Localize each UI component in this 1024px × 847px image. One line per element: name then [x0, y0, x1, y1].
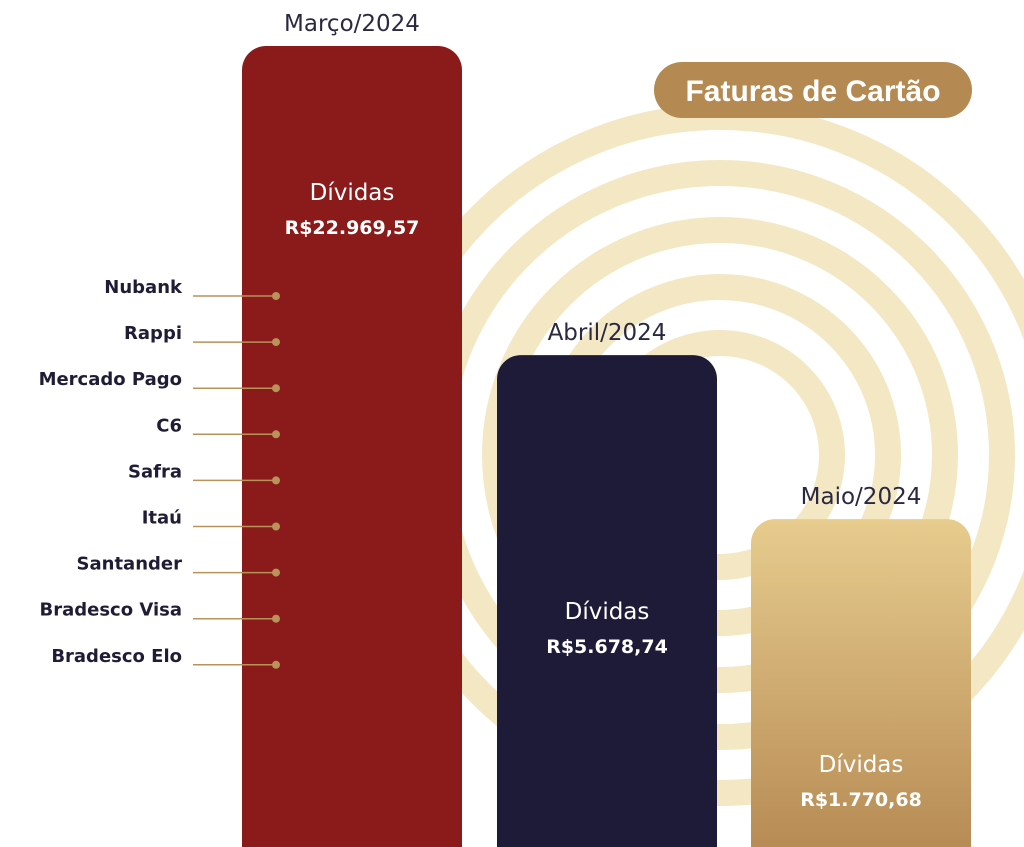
bank-label: Bradesco Elo [51, 646, 182, 667]
bank-item: Nubank [104, 277, 280, 300]
bank-item: C6 [156, 415, 280, 439]
bar [751, 519, 971, 847]
decorative-ring [482, 217, 958, 693]
bank-label: Itaú [142, 508, 182, 529]
bar-group: Março/2024 Dívidas R$22.969,57 [242, 11, 462, 847]
bar [497, 355, 717, 847]
bar-group: Abril/2024 Dívidas R$5.678,74 [497, 320, 717, 847]
period-label: Abril/2024 [548, 320, 667, 346]
bank-item: Bradesco Visa [40, 600, 280, 623]
leader-dot [272, 430, 280, 439]
bar-value-label: R$1.770,68 [800, 789, 922, 811]
leader-dot [272, 522, 280, 531]
leader-dot [272, 614, 280, 623]
bar-label: Dívidas [565, 599, 650, 625]
period-label: Maio/2024 [801, 484, 922, 510]
bars-group: Março/2024 Dívidas R$22.969,57 Abril/2024 Dí… [242, 11, 971, 847]
bar [242, 46, 462, 847]
leader-dot [272, 338, 280, 347]
bank-label: Mercado Pago [39, 369, 182, 390]
bank-item: Itaú [142, 508, 280, 531]
chart-title-text: Faturas de Cartão [685, 75, 940, 108]
bank-item: Santander [77, 554, 280, 577]
bar-group: Maio/2024 Dívidas R$1.770,68 [751, 484, 971, 847]
bank-label: Safra [128, 461, 182, 482]
chart-title-pill [654, 62, 972, 118]
bank-label: Bradesco Visa [40, 600, 183, 621]
period-label: Março/2024 [284, 11, 420, 37]
leader-dot [272, 292, 280, 300]
bank-list: Nubank Rappi Mercado Pago C6 Safra Itaú Santan… [39, 277, 280, 669]
bar-value-label: R$5.678,74 [546, 636, 668, 658]
bar-label: Dívidas [819, 752, 904, 778]
bar-label: Dívidas [310, 180, 395, 206]
bank-item: Bradesco Elo [51, 646, 280, 669]
bank-item: Mercado Pago [39, 369, 280, 393]
leader-dot [272, 476, 280, 485]
leader-dot [272, 568, 280, 577]
bank-label: Nubank [104, 277, 183, 298]
bar-value-label: R$22.969,57 [285, 217, 420, 239]
bank-label: Rappi [124, 323, 182, 344]
bank-item: Safra [128, 461, 280, 485]
chart-title: Faturas de Cartão [654, 62, 972, 118]
leader-dot [272, 384, 280, 393]
leader-dot [272, 660, 280, 669]
bank-item: Rappi [124, 323, 280, 347]
bank-label: Santander [77, 554, 183, 575]
bank-label: C6 [156, 415, 182, 436]
